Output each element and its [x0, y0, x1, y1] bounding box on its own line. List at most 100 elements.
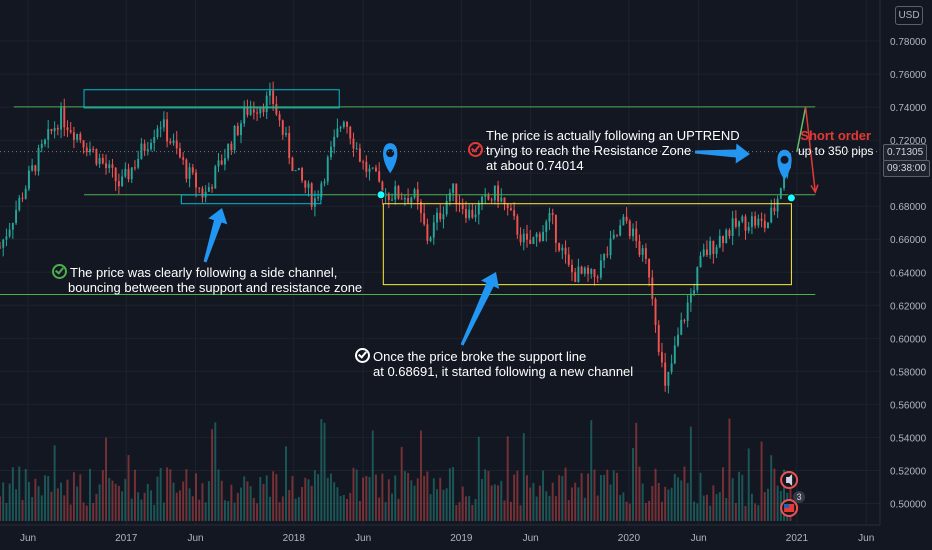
candle-body [236, 125, 239, 136]
candle [436, 207, 438, 231]
volume-bar [760, 441, 763, 521]
volume-bar [368, 476, 371, 521]
candle [596, 274, 599, 283]
candle [159, 121, 162, 138]
volume-bar [400, 446, 403, 521]
candle-body [339, 127, 342, 129]
candle [217, 152, 220, 173]
volume-bar [551, 482, 554, 521]
candle-body [8, 229, 11, 237]
candle-body [497, 185, 500, 202]
volume-bar [616, 472, 618, 521]
candle [635, 221, 638, 248]
candle [378, 162, 381, 183]
candle [79, 131, 82, 144]
volume-bar [670, 487, 673, 521]
candle [72, 126, 75, 149]
volume-bar [114, 483, 117, 521]
broke-support-note: Once the price broke the support line at… [355, 348, 633, 379]
candle [519, 227, 522, 246]
candle [291, 156, 294, 172]
candle-body [522, 233, 525, 243]
candle-body [529, 239, 532, 244]
candle [8, 222, 11, 238]
price-tick-label: 0.62000 [890, 301, 927, 312]
candle-body [619, 225, 622, 236]
candle [394, 180, 397, 205]
candle [101, 153, 104, 165]
candle [526, 224, 528, 248]
candle-body [783, 176, 786, 189]
volume-bar [297, 496, 300, 521]
volume-bar [50, 491, 53, 521]
volume-bar [95, 493, 98, 521]
volume-bar [358, 501, 361, 521]
candle [574, 268, 577, 283]
time-tick-label: Jun [355, 533, 371, 544]
candle-body [233, 125, 236, 150]
volume-bar [767, 488, 769, 521]
candle [413, 187, 416, 200]
volume-bar [535, 496, 538, 521]
candle-body [419, 201, 422, 214]
candle-body [320, 183, 323, 197]
volume-bar [445, 488, 448, 521]
candle [358, 143, 361, 163]
candle-body [471, 209, 474, 218]
candle-body [362, 161, 365, 163]
arrow-shape [460, 271, 500, 346]
candle-body [72, 132, 75, 140]
volume-bar [127, 455, 130, 521]
candle-body [452, 183, 455, 193]
candle [368, 164, 371, 181]
candle-body [757, 218, 760, 226]
side-channel-line1: The price was clearly following a side c… [70, 265, 338, 280]
price-tick-label: 0.68000 [890, 202, 927, 213]
candle-body [583, 267, 586, 274]
chart-drawings[interactable]: 3 [0, 89, 880, 517]
candle-body [66, 127, 69, 131]
candle-body [744, 216, 747, 231]
projection-up-line [796, 106, 807, 152]
side-channel-note: The price was clearly following a side c… [52, 264, 362, 295]
candle-body [571, 264, 573, 273]
arrow-shape [694, 143, 751, 164]
volume-bar [310, 485, 313, 521]
candle [297, 167, 300, 171]
candle [426, 218, 429, 245]
candle [609, 230, 612, 260]
volume-bar [522, 433, 525, 521]
volume-bar [233, 502, 236, 521]
volume-bar [458, 502, 461, 521]
candle-body [207, 187, 210, 192]
uptrend-line2: trying to reach the Resistance Zone [486, 143, 692, 158]
currency-button[interactable]: USD [895, 6, 923, 25]
volume-bar [712, 485, 715, 521]
pin-shape [777, 149, 792, 180]
candle-body [709, 240, 712, 256]
volume-bar [384, 502, 387, 521]
candle [397, 184, 400, 200]
time-tick-label: 2017 [115, 533, 138, 544]
candle [734, 210, 737, 229]
candle-body [243, 107, 246, 124]
candle [240, 120, 242, 144]
volume-bar [603, 474, 606, 521]
candle-body [397, 186, 400, 199]
side-channel-line2: bouncing between the support and resista… [68, 280, 363, 295]
break-marker [376, 190, 386, 200]
volume-bar [526, 475, 528, 521]
candle [747, 221, 750, 234]
candle [5, 228, 8, 247]
break-marker [786, 193, 796, 203]
candle-body [680, 319, 683, 335]
candle-body [133, 167, 136, 169]
candle-body [689, 293, 692, 303]
candle-body [101, 157, 104, 164]
candle [268, 82, 271, 105]
candle [150, 138, 152, 152]
volume-bar [403, 471, 406, 521]
candle [98, 153, 101, 168]
volume-bar [429, 494, 432, 521]
